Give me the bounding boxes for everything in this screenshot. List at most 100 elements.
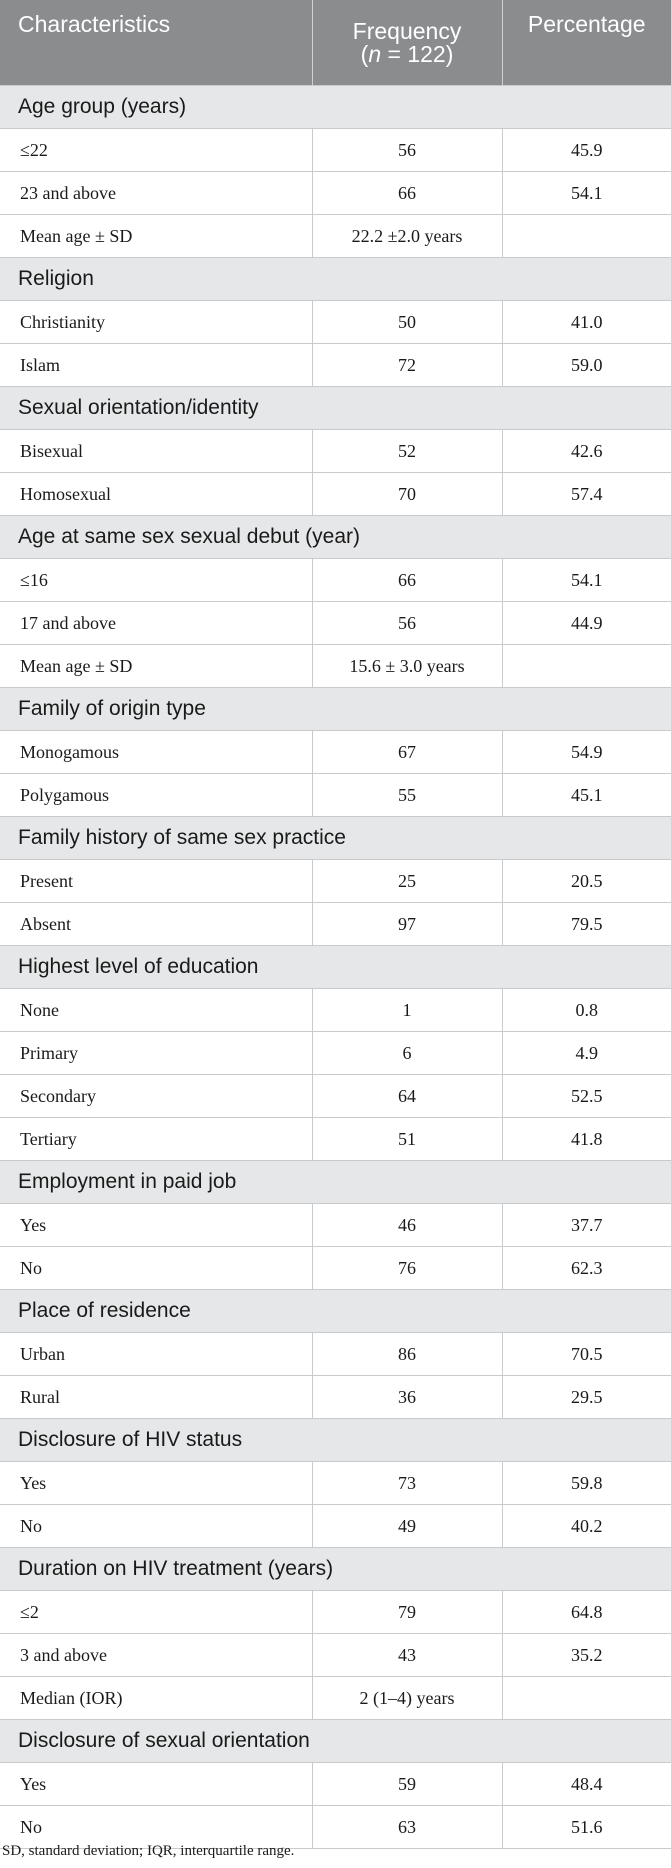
row-label: Median (IOR) xyxy=(0,1676,313,1720)
table-row: Monogamous 67 54.9 xyxy=(0,730,671,774)
row-percentage: 20.5 xyxy=(501,859,671,903)
section-title: Family of origin type xyxy=(0,687,671,731)
row-percentage: 57.4 xyxy=(501,472,671,516)
row-percentage: 59.8 xyxy=(501,1461,671,1505)
row-frequency: 15.6 ± 3.0 years xyxy=(311,644,503,688)
section-title: Employment in paid job xyxy=(0,1160,671,1204)
section-header-row: Place of residence xyxy=(0,1289,671,1333)
row-label: Yes xyxy=(0,1203,313,1247)
table-row: No 49 40.2 xyxy=(0,1504,671,1548)
row-percentage: 44.9 xyxy=(501,601,671,645)
section-header-row: Duration on HIV treatment (years) xyxy=(0,1547,671,1591)
header-frequency-n-rest: = 122) xyxy=(381,40,454,67)
row-percentage: 42.6 xyxy=(501,429,671,473)
row-frequency: 70 xyxy=(311,472,503,516)
row-percentage: 52.5 xyxy=(501,1074,671,1118)
row-frequency: 36 xyxy=(311,1375,503,1419)
row-percentage: 48.4 xyxy=(501,1762,671,1806)
table-row: Secondary 64 52.5 xyxy=(0,1074,671,1118)
row-percentage: 62.3 xyxy=(501,1246,671,1290)
row-percentage: 45.1 xyxy=(501,773,671,817)
row-percentage: 54.9 xyxy=(501,730,671,774)
section-header-row: Family history of same sex practice xyxy=(0,816,671,860)
row-frequency: 76 xyxy=(311,1246,503,1290)
section-title: Age group (years) xyxy=(0,85,671,129)
table-row: None 1 0.8 xyxy=(0,988,671,1032)
row-label: None xyxy=(0,988,313,1032)
row-label: No xyxy=(0,1504,313,1548)
row-frequency: 22.2 ±2.0 years xyxy=(311,214,503,258)
row-percentage: 45.9 xyxy=(501,128,671,172)
row-label: Polygamous xyxy=(0,773,313,817)
table-row: Mean age ± SD 22.2 ±2.0 years xyxy=(0,214,671,258)
table-row: Bisexual 52 42.6 xyxy=(0,429,671,473)
row-frequency: 72 xyxy=(311,343,503,387)
table-row: Yes 59 48.4 xyxy=(0,1762,671,1806)
table-footnote: SD, standard deviation; IQR, interquarti… xyxy=(2,1843,295,1859)
section-header-row: Disclosure of sexual orientation xyxy=(0,1719,671,1763)
section-title: Disclosure of HIV status xyxy=(0,1418,671,1462)
row-frequency: 97 xyxy=(311,902,503,946)
row-label: Urban xyxy=(0,1332,313,1376)
row-label: ≤22 xyxy=(0,128,313,172)
row-percentage xyxy=(501,214,671,258)
row-label: ≤2 xyxy=(0,1590,313,1634)
row-percentage xyxy=(501,644,671,688)
row-label: 23 and above xyxy=(0,171,313,215)
section-header-row: Age at same sex sexual debut (year) xyxy=(0,515,671,559)
row-frequency: 51 xyxy=(311,1117,503,1161)
row-percentage: 0.8 xyxy=(501,988,671,1032)
row-percentage: 51.6 xyxy=(501,1805,671,1849)
row-percentage: 35.2 xyxy=(501,1633,671,1677)
row-frequency: 66 xyxy=(311,558,503,602)
row-label: No xyxy=(0,1805,313,1849)
section-header-row: Family of origin type xyxy=(0,687,671,731)
header-characteristics: Characteristics xyxy=(0,0,313,86)
row-label: Secondary xyxy=(0,1074,313,1118)
row-frequency: 79 xyxy=(311,1590,503,1634)
row-percentage: 79.5 xyxy=(501,902,671,946)
row-label: 3 and above xyxy=(0,1633,313,1677)
section-header-row: Religion xyxy=(0,257,671,301)
row-label: Absent xyxy=(0,902,313,946)
row-frequency: 50 xyxy=(311,300,503,344)
table-row: Yes 46 37.7 xyxy=(0,1203,671,1247)
row-label: Mean age ± SD xyxy=(0,644,313,688)
table-row: 17 and above 56 44.9 xyxy=(0,601,671,645)
row-label: Tertiary xyxy=(0,1117,313,1161)
row-frequency: 64 xyxy=(311,1074,503,1118)
row-label: Rural xyxy=(0,1375,313,1419)
table-row: ≤2 79 64.8 xyxy=(0,1590,671,1634)
row-frequency: 49 xyxy=(311,1504,503,1548)
table-row: Polygamous 55 45.1 xyxy=(0,773,671,817)
header-frequency: Frequency (n = 122) xyxy=(312,0,503,86)
row-percentage: 41.0 xyxy=(501,300,671,344)
table-row: Rural 36 29.5 xyxy=(0,1375,671,1419)
table-row: Mean age ± SD 15.6 ± 3.0 years xyxy=(0,644,671,688)
row-frequency: 46 xyxy=(311,1203,503,1247)
header-percentage: Percentage xyxy=(502,0,671,86)
row-frequency: 56 xyxy=(311,128,503,172)
section-title: Religion xyxy=(0,257,671,301)
section-title: Sexual orientation/identity xyxy=(0,386,671,430)
table-row: Absent 97 79.5 xyxy=(0,902,671,946)
row-percentage: 40.2 xyxy=(501,1504,671,1548)
table-row: Present 25 20.5 xyxy=(0,859,671,903)
row-label: 17 and above xyxy=(0,601,313,645)
table-row: Median (IOR) 2 (1–4) years xyxy=(0,1676,671,1720)
table-row: Homosexual 70 57.4 xyxy=(0,472,671,516)
row-label: Monogamous xyxy=(0,730,313,774)
table-row: No 76 62.3 xyxy=(0,1246,671,1290)
row-frequency: 1 xyxy=(311,988,503,1032)
row-frequency: 25 xyxy=(311,859,503,903)
row-label: Primary xyxy=(0,1031,313,1075)
row-percentage: 54.1 xyxy=(501,171,671,215)
row-frequency: 2 (1–4) years xyxy=(311,1676,503,1720)
section-header-row: Employment in paid job xyxy=(0,1160,671,1204)
row-frequency: 73 xyxy=(311,1461,503,1505)
row-frequency: 43 xyxy=(311,1633,503,1677)
row-label: No xyxy=(0,1246,313,1290)
table-header-row: Characteristics Frequency (n = 122) Perc… xyxy=(0,0,671,86)
row-label: Present xyxy=(0,859,313,903)
row-label: ≤16 xyxy=(0,558,313,602)
